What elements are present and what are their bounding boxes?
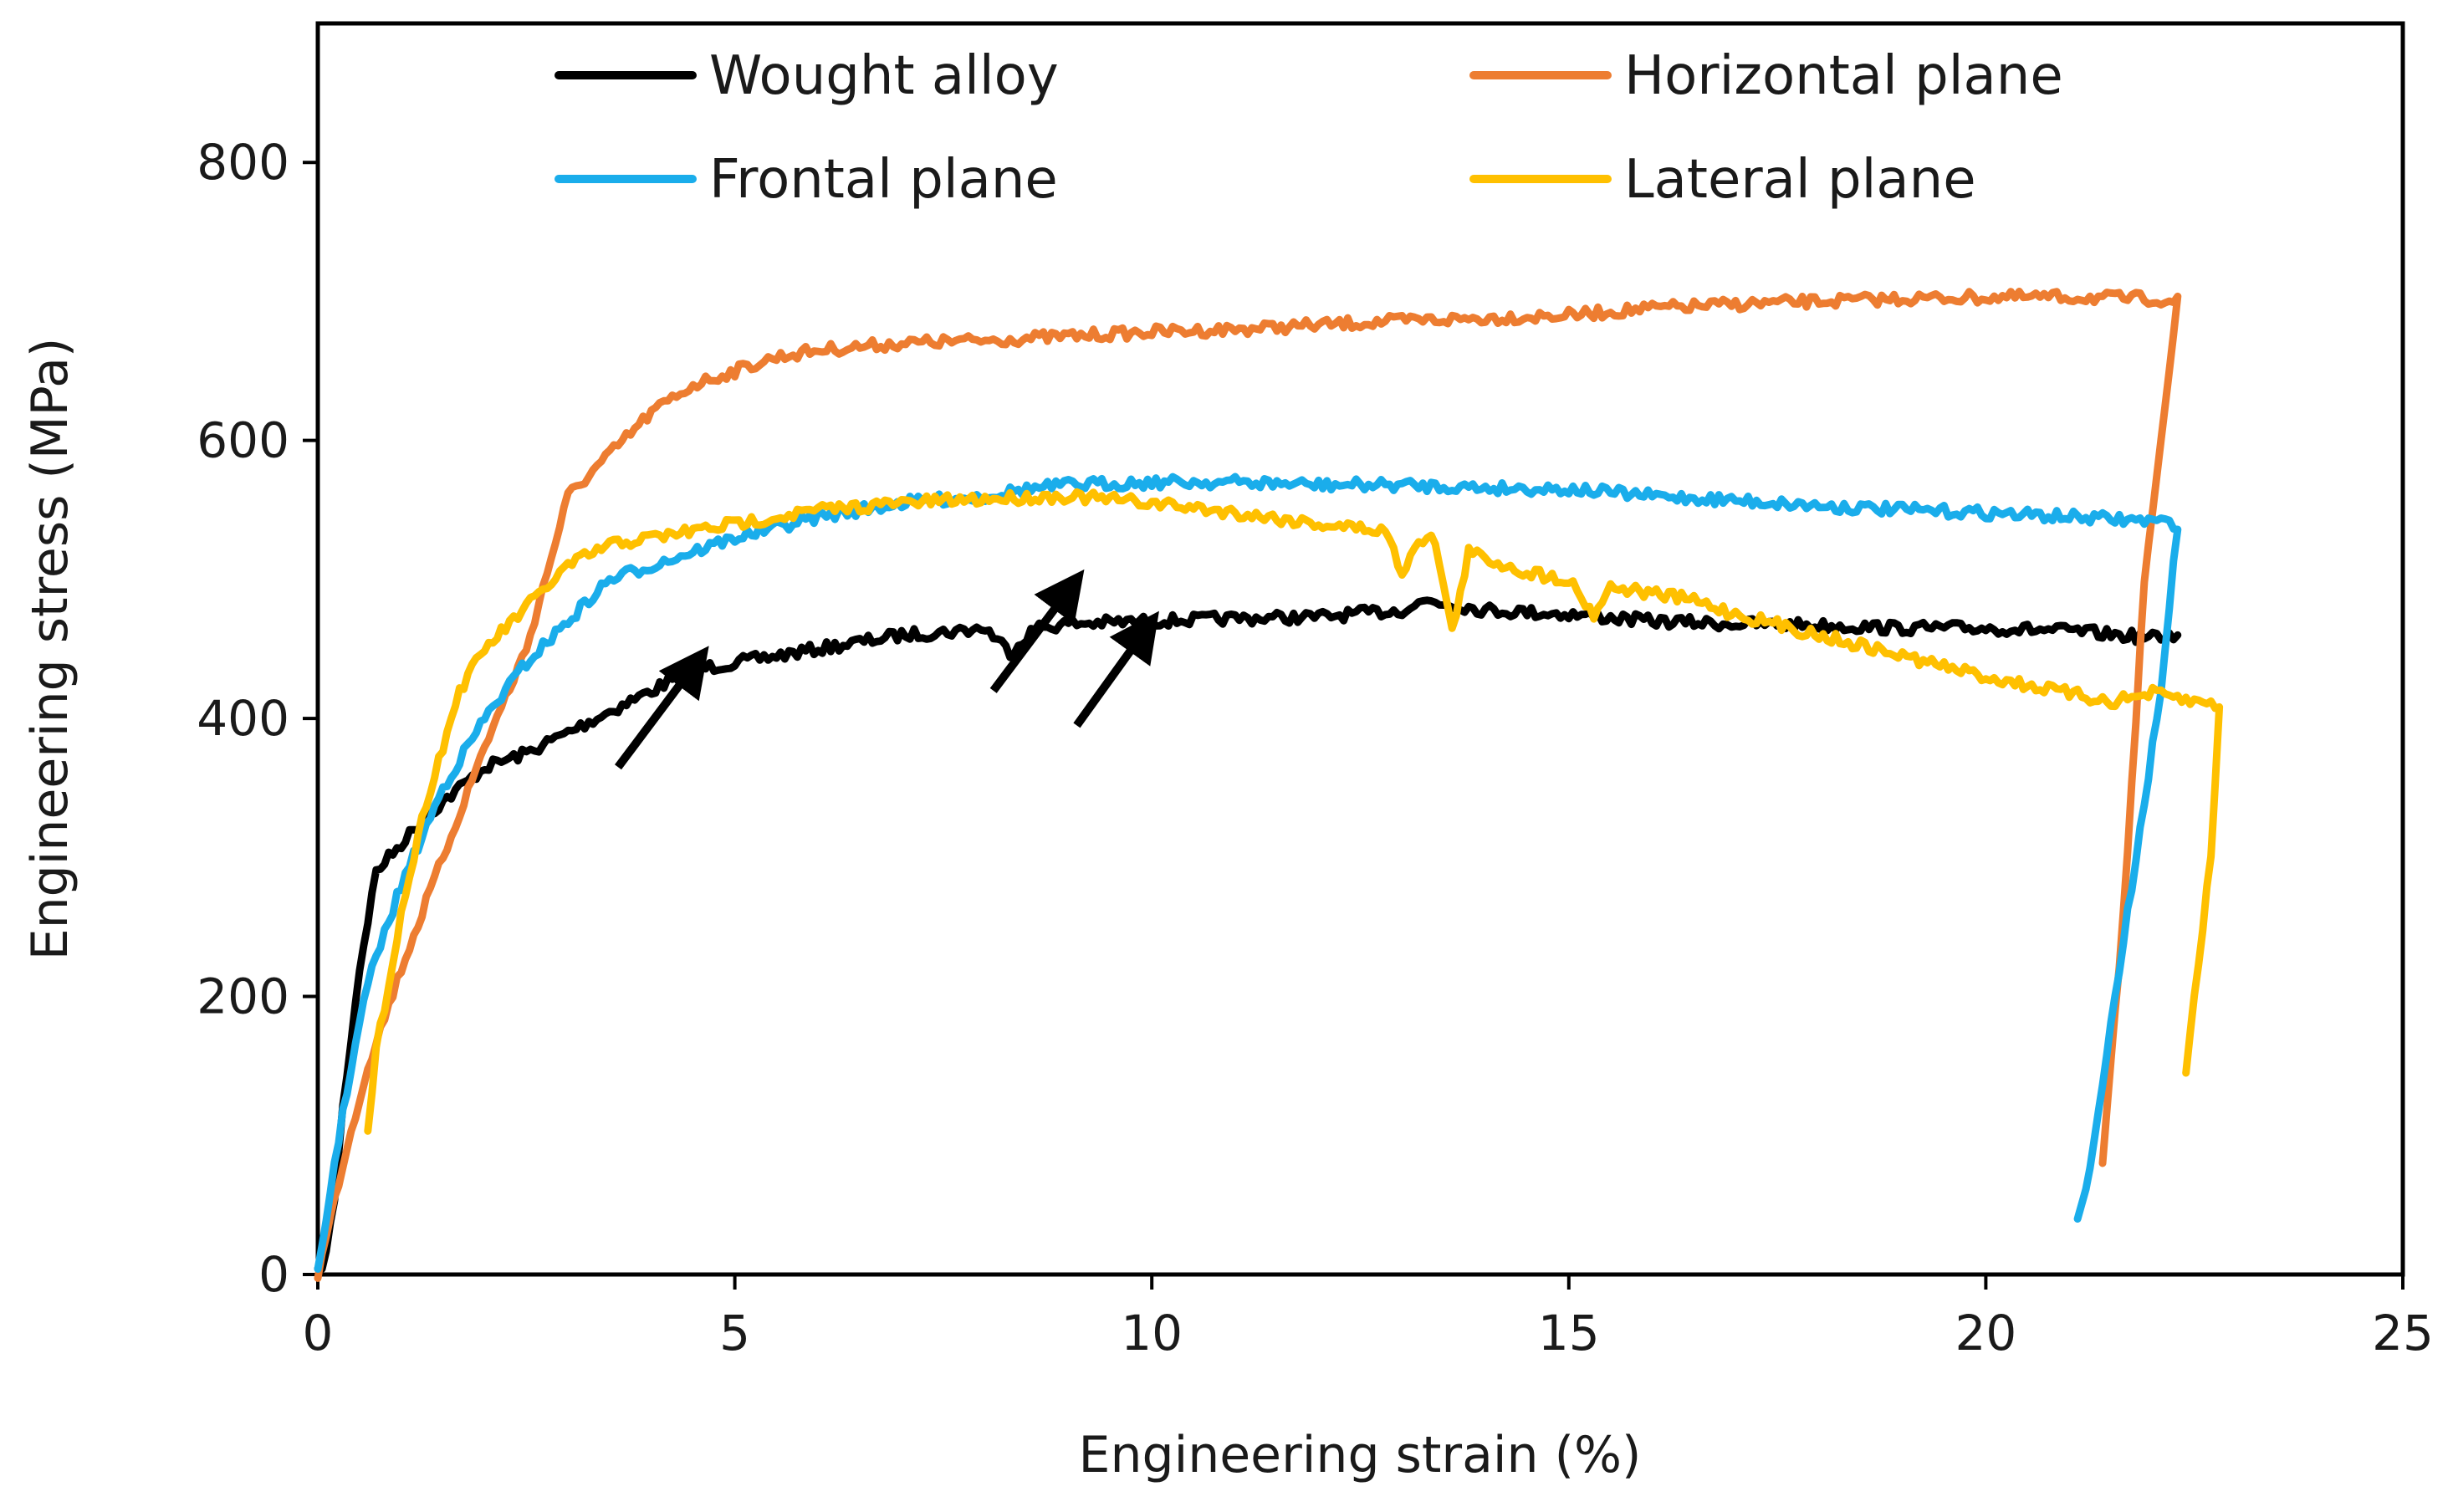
plot-area-frame [315, 21, 2405, 1277]
axis-ticks: 0 5 10 15 20 25 0 200 400 600 800 [197, 134, 2434, 1361]
y-tick-label: 800 [197, 134, 289, 191]
y-tick-label: 0 [258, 1246, 289, 1303]
series-line-0 [314, 596, 2182, 1273]
x-tick-label: 5 [719, 1305, 750, 1361]
series-line-3 [364, 488, 2224, 1135]
series-lines [314, 288, 2224, 1282]
series-line-2 [314, 472, 2182, 1273]
y-tick-label: 200 [197, 968, 289, 1025]
y-axis-title: Engineering stress (MPa) [21, 338, 79, 961]
x-axis-title: Engineering strain (%) [1079, 1426, 1642, 1484]
legend-label: Frontal plane [709, 149, 1058, 211]
x-tick-label: 15 [1538, 1305, 1600, 1361]
y-tick-label: 600 [197, 412, 289, 469]
x-tick-label: 0 [303, 1305, 334, 1361]
annotation-arrow-1 [989, 569, 1085, 693]
annotation-arrows [614, 569, 1159, 770]
legend-label: Lateral plane [1624, 149, 1976, 211]
legend-label: Horizontal plane [1624, 45, 2063, 107]
legend: Wought alloy Horizontal plane Frontal plan… [554, 45, 2063, 211]
x-tick-label: 25 [2372, 1305, 2434, 1361]
legend-label: Wought alloy [709, 45, 1059, 107]
y-tick-label: 400 [197, 690, 289, 747]
x-tick-label: 10 [1121, 1305, 1183, 1361]
series-line-1 [314, 288, 2182, 1282]
annotation-arrow-0 [614, 646, 709, 770]
x-tick-label: 20 [1955, 1305, 2016, 1361]
annotation-arrow-2 [1073, 610, 1159, 728]
